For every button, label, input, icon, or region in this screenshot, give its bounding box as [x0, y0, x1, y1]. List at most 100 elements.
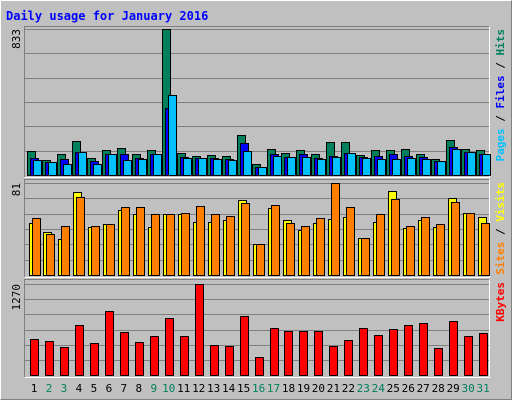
bar-sites-day-1 [32, 218, 41, 276]
bar-sites-day-27 [421, 217, 430, 276]
bar-pages-day-10 [168, 95, 177, 176]
bar-kbytes-day-17 [270, 328, 279, 376]
x-tick-label-day-2: 2 [46, 382, 53, 395]
bar-kbytes-day-23 [359, 328, 368, 376]
bar-sites-day-29 [451, 202, 460, 276]
axis-label-part-hits-1: / [494, 109, 507, 129]
bar-sites-day-12 [196, 206, 205, 276]
bar-pages-day-16 [258, 167, 267, 176]
bar-kbytes-day-13 [210, 345, 219, 376]
bar-pages-day-27 [422, 159, 431, 176]
x-tick-label-day-18: 18 [282, 382, 295, 395]
bar-kbytes-day-29 [449, 321, 458, 376]
panel-frame-light-visits [24, 179, 490, 278]
axis-label-visits: Sites / Visits [494, 182, 507, 275]
bar-sites-day-7 [121, 207, 130, 276]
bar-sites-day-23 [361, 238, 370, 276]
panel-hits: 833 Pages / Files / Hits [10, 26, 507, 178]
axis-label-part-visits-1: / [494, 222, 507, 242]
bar-sites-day-5 [91, 226, 100, 276]
bar-sites-day-20 [316, 218, 325, 276]
bar-pages-day-2 [48, 162, 57, 176]
x-axis-day-labels: 1 2 3 4 5 6 7 8 9 10 11 12 13 14 15 16 17 18 19 20 21 22 23 24 2… [31, 382, 490, 395]
bar-sites-day-18 [286, 223, 295, 276]
x-tick-label-day-12: 12 [192, 382, 205, 395]
bar-pages-day-18 [287, 157, 296, 176]
x-tick-label-day-6: 6 [106, 382, 113, 395]
bar-sites-day-15 [241, 203, 250, 276]
bar-kbytes-day-16 [255, 357, 264, 376]
bar-pages-day-13 [213, 159, 222, 176]
bar-sites-day-6 [106, 224, 115, 276]
x-tick-label-day-8: 8 [135, 382, 142, 395]
series-pages [33, 95, 491, 176]
x-tick-label-day-22: 22 [342, 382, 355, 395]
bar-pages-day-20 [317, 159, 326, 176]
bar-sites-day-22 [346, 207, 355, 276]
axis-label-kbytes: KBytes [494, 282, 507, 322]
bar-pages-day-5 [93, 164, 102, 176]
bar-kbytes-day-19 [299, 331, 308, 376]
bar-kbytes-day-2 [45, 341, 54, 376]
x-tick-label-day-10: 10 [162, 382, 175, 395]
bar-kbytes-day-9 [150, 336, 159, 376]
bar-pages-day-22 [347, 153, 356, 176]
panel-frame-light-kbytes [24, 279, 490, 378]
x-tick-label-day-15: 15 [237, 382, 250, 395]
x-tick-label-day-30: 30 [461, 382, 474, 395]
bar-kbytes-day-28 [434, 348, 443, 376]
bar-kbytes-day-24 [374, 335, 383, 376]
panel-frame-light-hits [24, 26, 490, 178]
bar-pages-day-23 [362, 158, 371, 176]
bar-kbytes-day-22 [344, 340, 353, 376]
bar-sites-day-19 [301, 226, 310, 276]
bar-sites-day-25 [391, 199, 400, 276]
x-tick-label-day-14: 14 [222, 382, 236, 395]
bar-pages-day-29 [452, 149, 461, 176]
panel-frame-dark-hits [24, 26, 490, 178]
bar-pages-day-28 [437, 161, 446, 176]
x-tick-label-day-17: 17 [267, 382, 280, 395]
bar-pages-day-31 [482, 154, 491, 176]
bar-kbytes-day-6 [105, 311, 114, 376]
bar-pages-day-12 [198, 158, 207, 176]
bar-sites-day-17 [271, 205, 280, 276]
x-tick-label-day-7: 7 [120, 382, 127, 395]
x-tick-label-day-9: 9 [150, 382, 157, 395]
panel-frame-dark-kbytes [24, 279, 490, 378]
panel-visits: 81 Sites / Visits [10, 179, 507, 278]
axis-label-part-visits-2: Visits [494, 182, 507, 222]
bar-pages-day-7 [123, 160, 132, 176]
bar-pages-day-9 [153, 154, 162, 176]
bar-kbytes-day-14 [225, 346, 234, 376]
bar-sites-day-10 [166, 214, 175, 276]
y-max-label-hits: 833 [10, 29, 23, 49]
bar-sites-day-26 [406, 226, 415, 276]
x-tick-label-day-31: 31 [476, 382, 489, 395]
axis-label-hits: Pages / Files / Hits [494, 29, 507, 162]
bar-sites-day-21 [331, 183, 340, 276]
bar-kbytes-day-18 [284, 331, 293, 376]
series-sites [32, 183, 490, 276]
x-tick-label-day-23: 23 [357, 382, 370, 395]
bar-kbytes-day-31 [479, 333, 488, 376]
bar-pages-day-11 [183, 158, 192, 176]
bar-sites-day-9 [151, 214, 160, 276]
x-tick-label-day-25: 25 [387, 382, 400, 395]
bar-sites-day-13 [211, 214, 220, 276]
bar-sites-day-3 [61, 226, 70, 276]
bar-pages-day-8 [138, 159, 147, 176]
axis-label-part-hits-3: / [494, 56, 507, 76]
x-tick-label-day-27: 27 [417, 382, 430, 395]
chart-title: Daily usage for January 2016 [6, 9, 208, 23]
bar-pages-day-24 [377, 159, 386, 176]
x-tick-label-day-13: 13 [207, 382, 220, 395]
x-tick-label-day-16: 16 [252, 382, 265, 395]
bar-sites-day-14 [226, 216, 235, 276]
x-tick-label-day-4: 4 [76, 382, 83, 395]
bar-sites-day-31 [481, 223, 490, 276]
bar-pages-day-6 [108, 154, 117, 176]
axis-label-part-hits-4: Hits [494, 29, 507, 56]
x-tick-label-day-20: 20 [312, 382, 325, 395]
